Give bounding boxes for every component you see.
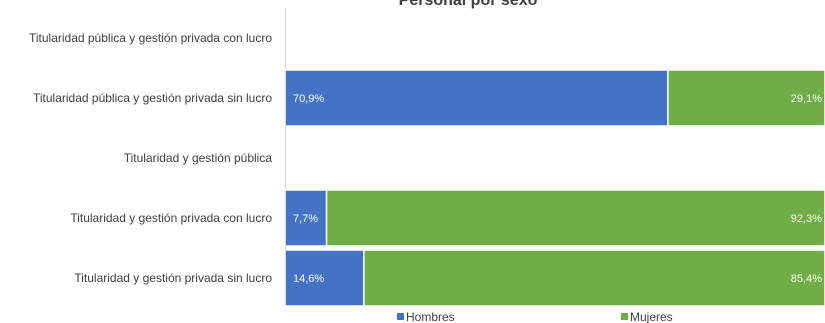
legend-swatch-mujeres (621, 313, 628, 320)
legend-swatch-hombres (397, 313, 404, 320)
category-label-titularidad-y-gestion-privada-sin-lucro: Titularidad y gestión privada sin lucro (74, 271, 272, 285)
data-label-hombres-3: 7,7% (293, 213, 318, 225)
legend-label-mujeres: Mujeres (630, 310, 673, 323)
bar-mujeres-3 (325, 189, 825, 247)
category-labels: Titularidad pública y gestión privada co… (29, 31, 272, 285)
bar-hombres-3 (284, 189, 328, 247)
category-label-titularidad-publica-y-gestion-privada-con-lucro: Titularidad pública y gestión privada co… (29, 31, 272, 45)
bars: 70,9% 29,1% 7,7% 92,3% 14,6% 85,4% (284, 69, 825, 307)
data-label-hombres-4: 14,6% (293, 273, 324, 285)
legend: Hombres Mujeres (397, 310, 673, 323)
bar-hombres-1 (284, 69, 669, 127)
category-label-titularidad-y-gestion-publica: Titularidad y gestión pública (124, 151, 273, 165)
category-label-titularidad-publica-y-gestion-privada-sin-lucro: Titularidad pública y gestión privada si… (33, 91, 272, 105)
legend-label-hombres: Hombres (406, 310, 455, 323)
data-label-mujeres-4: 85,4% (791, 273, 822, 285)
bar-mujeres-4 (363, 249, 825, 307)
chart-title: Personal por sexo (399, 0, 538, 9)
data-label-mujeres-1: 29,1% (791, 93, 822, 105)
data-label-mujeres-3: 92,3% (791, 213, 822, 225)
data-label-hombres-1: 70,9% (293, 93, 324, 105)
bar-hombres-4 (284, 249, 365, 307)
category-label-titularidad-y-gestion-privada-con-lucro: Titularidad y gestión privada con lucro (70, 211, 272, 225)
